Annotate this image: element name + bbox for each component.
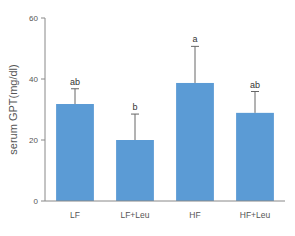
- error-bar: [191, 46, 199, 83]
- y-tick-label: 0: [34, 197, 39, 206]
- annotation: a: [192, 34, 197, 44]
- bars: [56, 46, 274, 201]
- y-tick: [41, 18, 45, 19]
- y-axis: [45, 18, 46, 201]
- y-tick: [41, 201, 45, 202]
- error-bar: [131, 114, 139, 140]
- x-tick-label: HF: [189, 210, 200, 220]
- error-bar: [71, 89, 79, 104]
- annotation: b: [132, 102, 137, 112]
- x-tick-label: LF: [70, 210, 80, 220]
- y-tick: [41, 79, 45, 80]
- chart: 0 20 40 60 ab LF b LF+Leu a HF ab HF+Leu serum GPT(m…: [0, 0, 295, 236]
- bar: [56, 104, 94, 201]
- x-tick-label: LF+Leu: [120, 210, 149, 220]
- bar: [176, 83, 214, 201]
- y-axis-label: serum GPT(mg/dl): [7, 64, 19, 154]
- error-bar: [251, 92, 259, 113]
- y-tick-label: 60: [29, 14, 38, 23]
- bar: [236, 113, 274, 201]
- x-tick-label: HF+Leu: [240, 210, 271, 220]
- bar: [116, 140, 154, 201]
- y-tick-label: 20: [29, 136, 38, 145]
- y-tick-label: 40: [29, 75, 38, 84]
- y-tick: [41, 140, 45, 141]
- annotation: ab: [250, 80, 260, 90]
- chart-svg: 0 20 40 60 ab LF b LF+Leu a HF ab HF+Leu serum GPT(m…: [0, 0, 295, 236]
- annotation: ab: [70, 77, 80, 87]
- x-axis: [45, 201, 285, 202]
